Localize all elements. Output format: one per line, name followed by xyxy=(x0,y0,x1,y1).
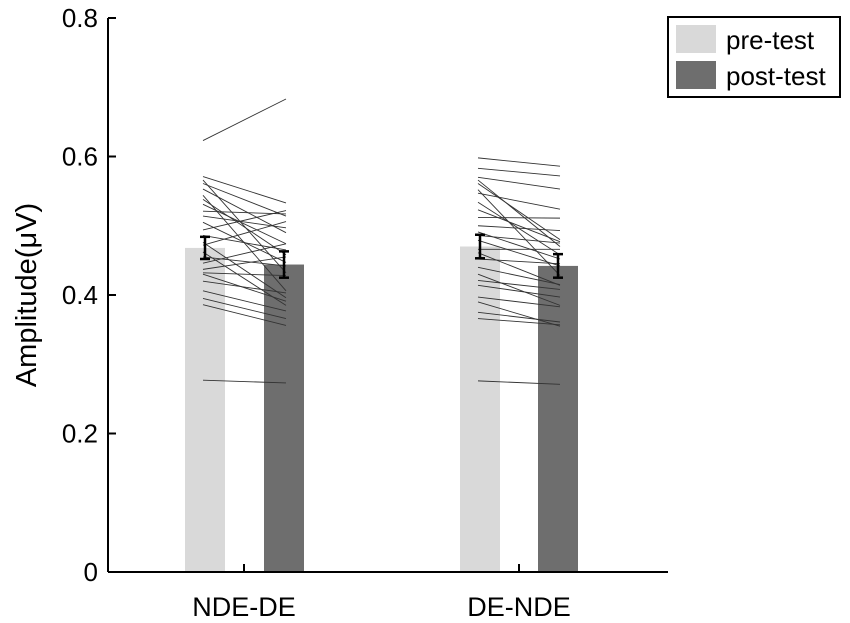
y-tick-label: 0 xyxy=(84,557,98,587)
individual-line xyxy=(477,167,561,177)
individual-line xyxy=(477,176,561,190)
individual-line xyxy=(477,252,561,286)
individual-line xyxy=(477,216,561,219)
y-tick-label: 0.4 xyxy=(62,280,98,310)
x-tick-label: DE-NDE xyxy=(467,592,571,622)
individual-line xyxy=(477,239,561,267)
individual-line xyxy=(202,290,287,312)
individual-line xyxy=(202,241,287,299)
individual-line xyxy=(477,380,561,385)
y-ticks: 0 0.2 0.4 0.6 0.8 xyxy=(62,3,116,587)
individual-line xyxy=(202,203,287,245)
y-axis-label: Amplitude(μV) xyxy=(11,203,43,387)
bars-layer xyxy=(185,246,578,572)
x-tick-labels: NDE-DE DE-NDE xyxy=(192,564,571,622)
legend: pre-test post-test xyxy=(667,16,841,98)
individual-line xyxy=(477,179,561,247)
individual-line xyxy=(202,272,287,277)
individual-line xyxy=(477,209,561,243)
y-tick-label: 0.8 xyxy=(62,3,98,33)
individual-line xyxy=(202,243,287,264)
individual-line xyxy=(477,183,561,240)
legend-label-pre-test: pre-test xyxy=(726,25,815,55)
individual-line xyxy=(477,234,561,244)
bar-pre-test-DE-NDE xyxy=(460,246,500,572)
bar-pre-test-NDE-DE xyxy=(185,247,225,572)
individual-line xyxy=(477,284,561,298)
individual-line xyxy=(477,318,561,326)
individual-line xyxy=(477,157,561,167)
legend-label-post-test: post-test xyxy=(726,61,826,91)
x-tick-label: NDE-DE xyxy=(192,592,296,622)
individual-line xyxy=(477,311,561,323)
individual-line xyxy=(202,256,287,270)
individual-line xyxy=(202,199,287,256)
individual-line xyxy=(477,258,561,265)
individual-line xyxy=(477,296,561,308)
error-bars-layer xyxy=(200,233,563,279)
individual-line xyxy=(202,210,287,231)
y-tick-label: 0.2 xyxy=(62,419,98,449)
individual-line xyxy=(202,98,287,141)
individual-line xyxy=(202,179,287,274)
individual-line xyxy=(202,280,287,294)
individual-line xyxy=(202,298,287,319)
individual-line xyxy=(477,273,561,306)
individual-line xyxy=(202,221,287,246)
individual-line xyxy=(477,266,561,286)
individual-line xyxy=(202,183,287,217)
individual-line xyxy=(202,379,287,384)
y-tick-label: 0.6 xyxy=(62,142,98,172)
individual-line xyxy=(202,273,287,302)
individual-line xyxy=(477,280,561,290)
individual-line xyxy=(477,192,561,210)
individual-line xyxy=(202,235,287,251)
individual-line xyxy=(477,225,561,232)
individual-line xyxy=(202,256,287,267)
individual-line xyxy=(202,304,287,326)
bar-post-test-DE-NDE xyxy=(538,265,578,572)
individual-line xyxy=(202,176,287,204)
legend-swatch-pre-test xyxy=(676,25,716,53)
individual-lines-layer xyxy=(202,98,561,385)
legend-swatch-post-test xyxy=(676,61,716,89)
individual-line xyxy=(477,301,561,327)
bar-post-test-NDE-DE xyxy=(264,264,304,572)
